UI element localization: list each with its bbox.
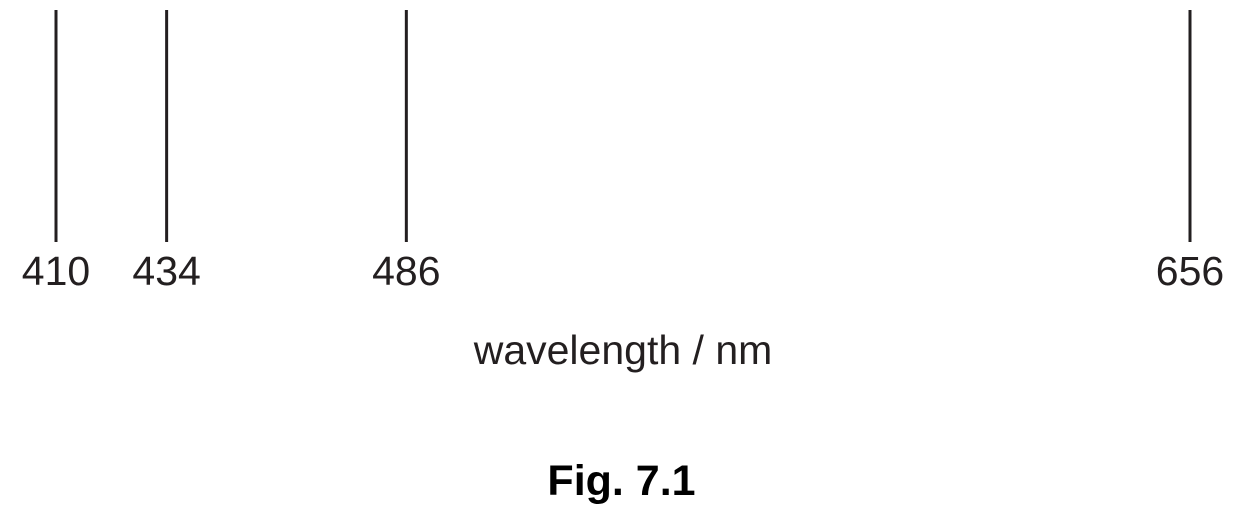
wavelength-labels: 410 434 486 656	[22, 248, 1224, 294]
x-axis-label: wavelength / nm	[473, 327, 773, 373]
wavelength-label-486: 486	[372, 248, 440, 294]
wavelength-label-656: 656	[1156, 248, 1224, 294]
wavelength-label-410: 410	[22, 248, 90, 294]
figure-caption: Fig. 7.1	[547, 457, 696, 505]
spectral-lines	[54, 10, 1192, 242]
wavelength-label-434: 434	[132, 248, 200, 294]
